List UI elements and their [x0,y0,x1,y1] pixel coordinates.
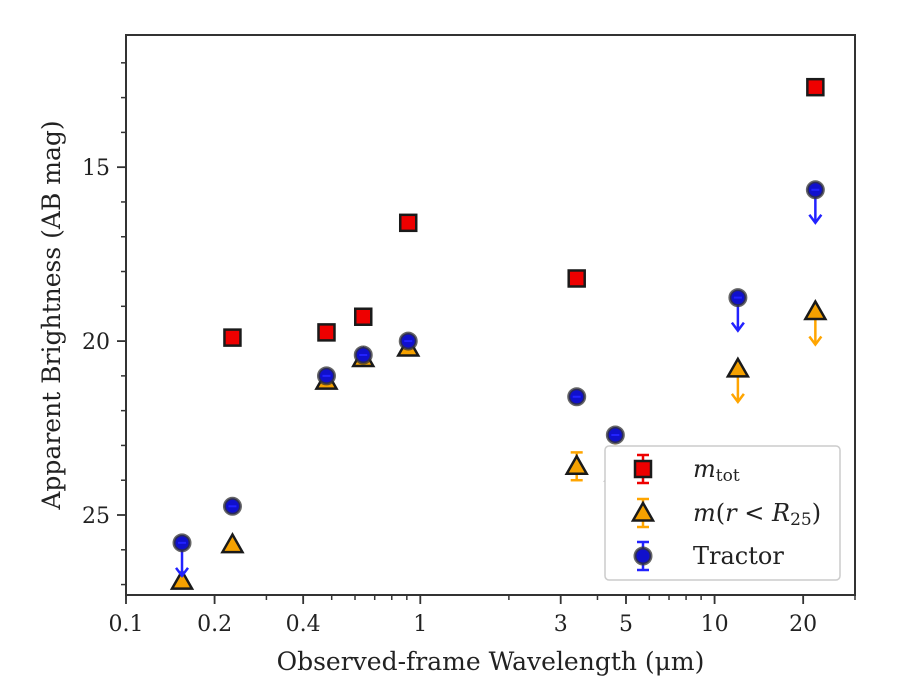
x-tick-label: 0.1 [109,612,144,637]
triangle-marker [564,453,589,476]
x-axis: 0.1 0.2 0.4 1 3 5 10 20 [109,595,856,637]
legend-triangle-marker [630,500,656,522]
y-tick-label: 20 [82,330,110,355]
triangle-marker [803,299,828,321]
plot-frame [125,34,856,596]
legend-item: Tractor [633,540,784,572]
square-marker [354,307,373,326]
legend-box [604,445,841,581]
x-tick-label: 10 [701,612,729,637]
series-square [223,77,825,347]
square-marker [567,269,586,288]
x-tick-label: 3 [554,612,568,637]
x-tick-label: 1 [413,612,427,637]
legend-label: Tractor [693,542,784,570]
triangle-marker [725,356,751,378]
plot-area [125,34,856,596]
y-axis: 15 20 25 [82,62,126,586]
x-tick-label: 5 [619,612,633,637]
triangle-marker [169,568,195,590]
x-tick-label: 0.2 [197,612,232,637]
y-tick-label: 25 [82,504,110,529]
y-axis-label: Apparent Brightness (AB mag) [37,120,66,510]
square-marker [317,323,336,342]
y-tick-label: 15 [82,156,110,181]
square-marker [223,328,242,347]
legend-square-marker [633,459,653,479]
x-tick-label: 0.4 [286,612,321,637]
x-axis-label: Observed-frame Wavelength (μm) [277,647,705,676]
square-marker [806,77,825,97]
x-tick-label: 20 [789,612,817,637]
square-marker [398,213,418,233]
legend-circle-marker [633,546,653,566]
legend-label: mtot [693,455,740,486]
series-circle [172,180,825,578]
triangle-marker [220,532,245,554]
legend-item: mtot [633,453,740,486]
